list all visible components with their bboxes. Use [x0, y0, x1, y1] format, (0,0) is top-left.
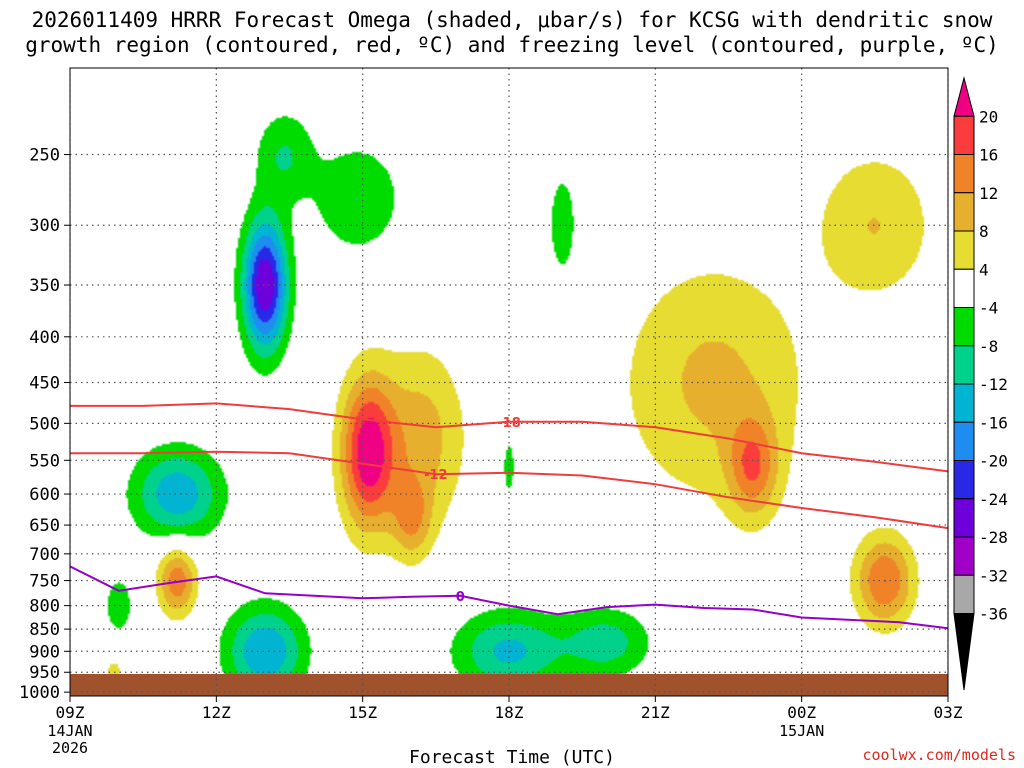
colorbar-label-11: -28: [979, 528, 1008, 547]
colorbar-swatch-9: [953, 460, 975, 500]
x-tick-label-15Z: 15Z: [348, 703, 377, 722]
colorbar-label-8: -16: [979, 413, 1008, 432]
credit-text: coolwx.com/models: [862, 746, 1016, 764]
x-tick-label-03Z: 03Z: [934, 703, 963, 722]
y-tick-label-1000: 1000: [19, 683, 60, 703]
y-tick-label-350: 350: [29, 276, 60, 296]
colorbar-swatch-2: [953, 192, 975, 232]
x-tick-label-00Z: 00Z: [787, 703, 816, 722]
colorbar-top-arrow: [953, 76, 975, 117]
colorbar-swatch-3: [953, 230, 975, 270]
colorbar-swatch-1: [953, 154, 975, 194]
colorbar-swatch-8: [953, 421, 975, 461]
x-axis-title: Forecast Time (UTC): [409, 747, 615, 768]
y-tick-label-600: 600: [29, 485, 60, 505]
y-tick-label-400: 400: [29, 328, 60, 348]
colorbar: 20 16 12 8 4 -4 -8 -12 -16 -20 -24 -28 -32 -36: [953, 76, 1008, 691]
y-tick-label-900: 900: [29, 642, 60, 662]
y-tick-label-300: 300: [29, 216, 60, 236]
colorbar-swatch-12: [953, 574, 975, 614]
colorbar-label-3: 8: [979, 222, 989, 241]
x-date-label-00Z: 15JAN: [779, 722, 824, 740]
colorbar-label-4: 4: [979, 260, 989, 279]
contour-lines: [70, 402, 948, 630]
colorbar-swatch-4: [953, 268, 975, 308]
freezing-level-label: 0: [456, 590, 465, 605]
y-tick-label-850: 850: [29, 620, 60, 640]
colorbar-swatch-7: [953, 383, 975, 423]
isotherm-minus12-label: -12: [424, 468, 448, 483]
chart-title-line-1: 2026011409 HRRR Forecast Omega (shaded, …: [31, 8, 993, 32]
colorbar-label-10: -24: [979, 490, 1008, 509]
y-axis-labels: 2503003504004505005506006507007508008509…: [19, 146, 70, 703]
colorbar-swatch-5: [953, 307, 975, 347]
y-tick-label-750: 750: [29, 572, 60, 592]
colorbar-swatch-6: [953, 345, 975, 385]
colorbar-label-5: -4: [979, 299, 998, 318]
grid-lines: [70, 68, 948, 696]
colorbar-label-12: -32: [979, 566, 1008, 585]
isotherm-minus18: [70, 402, 948, 473]
freezing-level: [70, 565, 948, 630]
x-tick-label-18Z: 18Z: [495, 703, 524, 722]
isotherm-minus18-label: -18: [497, 416, 521, 431]
colorbar-bottom-arrow: [953, 613, 975, 691]
colorbar-swatch-10: [953, 498, 975, 538]
colorbar-label-7: -12: [979, 375, 1008, 394]
colorbar-label-2: 12: [979, 184, 998, 203]
x-date-label-09Z: 14JAN: [47, 722, 92, 740]
colorbar-label-1: 16: [979, 146, 998, 165]
colorbar-label-9: -20: [979, 452, 1008, 471]
y-tick-label-650: 650: [29, 516, 60, 536]
y-tick-label-950: 950: [29, 663, 60, 683]
colorbar-swatch-11: [953, 536, 975, 576]
x-tick-label-09Z: 09Z: [56, 703, 85, 722]
y-tick-label-450: 450: [29, 373, 60, 393]
y-tick-label-500: 500: [29, 414, 60, 434]
x-tick-label-21Z: 21Z: [641, 703, 670, 722]
colorbar-label-6: -8: [979, 337, 998, 356]
isotherm-minus12: [70, 450, 948, 530]
contour-labels: -18 -12 0: [424, 416, 521, 605]
y-tick-label-250: 250: [29, 146, 60, 166]
colorbar-swatch-0: [953, 115, 975, 155]
x-tick-label-12Z: 12Z: [202, 703, 231, 722]
y-tick-label-550: 550: [29, 451, 60, 471]
colorbar-label-0: 20: [979, 107, 998, 126]
chart-title-line-2: growth region (contoured, red, ºC) and f…: [25, 33, 999, 57]
y-tick-label-800: 800: [29, 597, 60, 617]
x-year-label-09Z: 2026: [52, 739, 88, 757]
y-tick-label-700: 700: [29, 545, 60, 565]
colorbar-label-13: -36: [979, 605, 1008, 624]
